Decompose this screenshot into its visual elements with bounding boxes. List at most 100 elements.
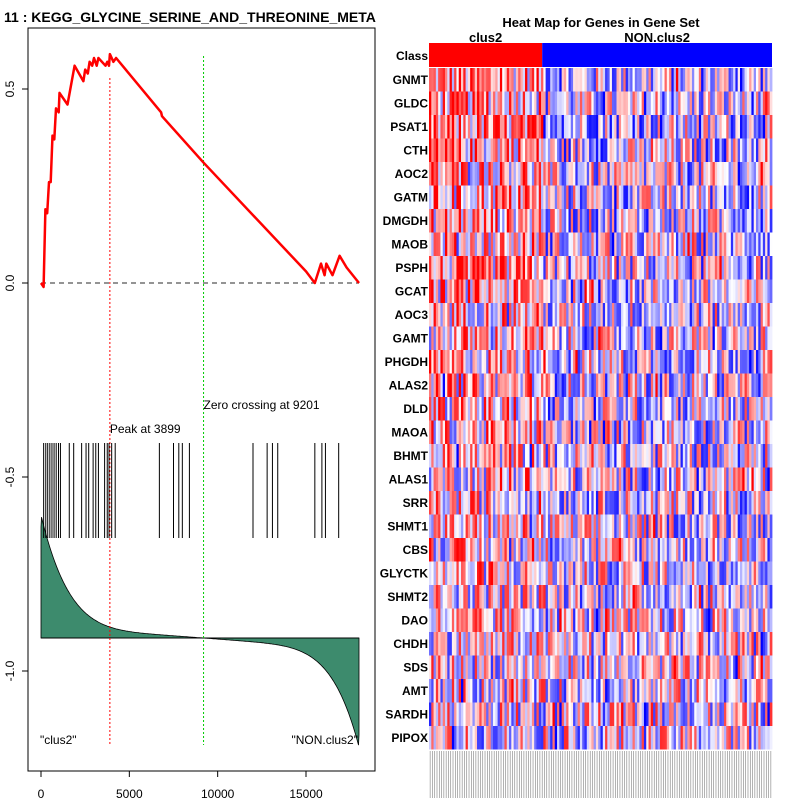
heatmap-cell — [669, 632, 672, 656]
heatmap-cell — [493, 561, 496, 585]
heatmap-cell — [557, 279, 560, 303]
heatmap-cell — [442, 726, 446, 750]
heatmap-cell — [531, 679, 535, 703]
heatmap-cell — [733, 68, 736, 92]
heatmap-cell — [669, 444, 672, 468]
heatmap-cell — [662, 397, 665, 421]
heatmap-row — [429, 232, 773, 256]
heatmap-cell — [755, 232, 759, 256]
heatmap-cell — [463, 679, 466, 703]
heatmap-cell — [486, 514, 489, 538]
heatmap-cell — [605, 702, 608, 726]
heatmap-cell — [483, 397, 487, 421]
heatmap-cell — [714, 397, 718, 421]
heatmap-cell — [600, 162, 604, 186]
heatmap-cell — [739, 655, 743, 679]
heatmap-cell — [515, 256, 519, 280]
heatmap-cell — [680, 350, 684, 374]
heatmap-cell — [687, 397, 691, 421]
heatmap-cell — [591, 115, 595, 139]
heatmap-cell — [625, 585, 629, 609]
heatmap-cell — [737, 326, 741, 350]
heatmap-cell — [442, 185, 446, 209]
heatmap-cell — [504, 514, 508, 538]
heatmap-cell — [511, 420, 515, 444]
heatmap-cell — [605, 467, 608, 491]
heatmap-cell — [623, 326, 627, 350]
heatmap-cell — [454, 585, 457, 609]
heatmap-cell — [602, 726, 606, 750]
heatmap-cell — [623, 256, 627, 280]
heatmap-cell — [589, 115, 592, 139]
heatmap-cell — [616, 138, 620, 162]
peak-label: Peak at 3899 — [110, 422, 181, 436]
heatmap-cell — [627, 608, 631, 632]
heatmap-cell — [506, 162, 510, 186]
heatmap-cell — [575, 655, 579, 679]
heatmap-cell — [467, 632, 471, 656]
heatmap-cell — [765, 397, 768, 421]
heatmap-cell — [625, 115, 629, 139]
heatmap-cell — [650, 303, 654, 327]
heatmap-cell — [623, 444, 627, 468]
heatmap-cell — [607, 467, 611, 491]
heatmap-cell — [483, 444, 487, 468]
heatmap-cell — [705, 162, 709, 186]
heatmap-cell — [593, 91, 597, 115]
heatmap-cell — [456, 632, 460, 656]
heatmap-cell — [659, 232, 663, 256]
heatmap-cell — [616, 726, 620, 750]
heatmap-cell — [735, 68, 739, 92]
heatmap-cell — [497, 162, 501, 186]
heatmap-cell — [561, 350, 565, 374]
heatmap-cell — [449, 585, 453, 609]
heatmap-cell — [429, 444, 432, 468]
heatmap-cell — [445, 138, 448, 162]
heatmap-cell — [543, 679, 547, 703]
heatmap-cell — [488, 303, 492, 327]
heatmap-cell — [442, 350, 446, 374]
heatmap-cell — [465, 420, 469, 444]
heatmap-cell — [605, 397, 608, 421]
heatmap-cell — [486, 679, 489, 703]
heatmap-cell — [696, 209, 700, 233]
heatmap-cell — [438, 420, 441, 444]
heatmap-cell — [703, 68, 707, 92]
heatmap-cell — [550, 538, 553, 562]
heatmap-cell — [563, 350, 567, 374]
heatmap-cell — [728, 491, 732, 515]
heatmap-cell — [714, 420, 718, 444]
heatmap-cell — [739, 279, 743, 303]
heatmap-cell — [611, 538, 615, 562]
heatmap-cell — [497, 444, 501, 468]
heatmap-cell — [648, 655, 652, 679]
x-tick-label: 5000 — [116, 787, 143, 800]
heatmap-cell — [513, 303, 517, 327]
heatmap-cell — [486, 68, 489, 92]
heatmap-cell — [493, 467, 496, 491]
heatmap-cell — [643, 561, 647, 585]
heatmap-cell — [493, 585, 496, 609]
heatmap-cell — [431, 608, 434, 632]
heatmap-cell — [687, 632, 691, 656]
heatmap-cell — [543, 702, 547, 726]
heatmap-cell — [694, 632, 697, 656]
heatmap-cell — [685, 162, 688, 186]
heatmap-cell — [753, 162, 757, 186]
heatmap-cell — [641, 655, 645, 679]
heatmap-cell — [447, 209, 450, 233]
heatmap-cell — [648, 514, 652, 538]
heatmap-cell — [671, 585, 675, 609]
heatmap-cell — [458, 632, 462, 656]
heatmap-cell — [570, 256, 574, 280]
heatmap-cell — [769, 655, 773, 679]
heatmap-cell — [591, 68, 595, 92]
heatmap-cell — [682, 491, 686, 515]
heatmap-cell — [456, 420, 460, 444]
heatmap-cell — [678, 162, 681, 186]
heatmap-cell — [689, 514, 693, 538]
heatmap-cell — [637, 279, 640, 303]
heatmap-cell — [749, 397, 752, 421]
heatmap-cell — [529, 491, 533, 515]
heatmap-cell — [712, 350, 716, 374]
